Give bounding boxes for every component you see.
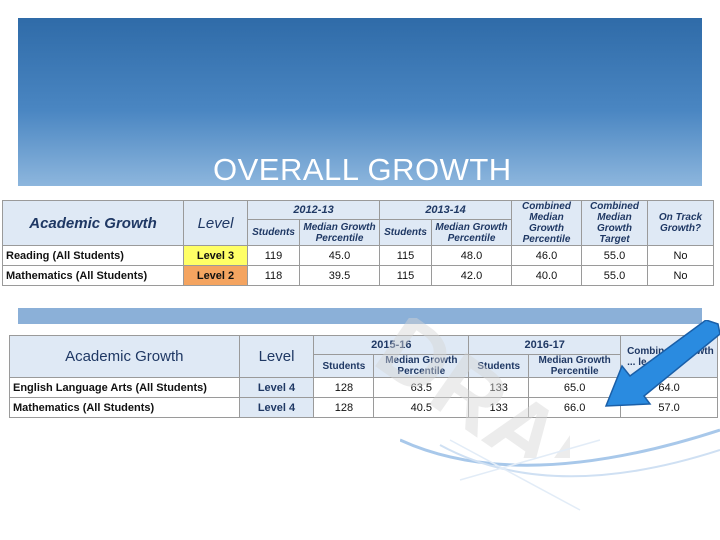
header-year-2012-13: 2012-13 xyxy=(247,200,380,220)
header-level: Level xyxy=(238,335,315,378)
header-year-2015-16: 2015-16 xyxy=(313,335,470,355)
header-students-y2: Students xyxy=(468,354,530,378)
header-mgp-y1: Median Growth Percentile xyxy=(373,354,470,378)
row-label: English Language Arts (All Students) xyxy=(9,377,240,398)
cell-mgp-y2: 48.0 xyxy=(431,245,512,266)
header-students-y1: Students xyxy=(247,219,300,246)
growth-table-2012-2014: Academic Growth Level 2012-13 2013-14 Co… xyxy=(2,200,714,286)
header-mgp-y2: Median Growth Percentile xyxy=(528,354,622,378)
cell-students-y2: 115 xyxy=(379,265,432,286)
cell-students-y1: 118 xyxy=(247,265,300,286)
slide-title: OVERALL GROWTH xyxy=(213,152,512,187)
row-label: Reading (All Students) xyxy=(2,245,184,266)
cell-combined-target: 55.0 xyxy=(581,265,648,286)
level-badge: Level 4 xyxy=(238,377,315,398)
level-badge: Level 4 xyxy=(238,397,315,418)
slide-header-band: OVERALL GROWTH xyxy=(18,18,702,187)
cell-mgp-y1: 63.5 xyxy=(373,377,470,398)
table-row: Reading (All Students) Level 3 119 45.0 … xyxy=(2,245,714,266)
divider-band xyxy=(18,308,702,324)
row-label: Mathematics (All Students) xyxy=(9,397,240,418)
cell-mgp-y1: 39.5 xyxy=(299,265,380,286)
cell-students-y2: 133 xyxy=(468,377,530,398)
header-on-track: On Track Growth? xyxy=(647,200,714,246)
cell-on-track: No xyxy=(647,265,714,286)
header-academic-growth: Academic Growth xyxy=(9,335,240,378)
header-mgp-y2: Median Growth Percentile xyxy=(431,219,512,246)
header-students-y1: Students xyxy=(313,354,375,378)
cell-combined-mgp: 40.0 xyxy=(511,265,582,286)
table-row: Mathematics (All Students) Level 2 118 3… xyxy=(2,265,714,286)
table-row: English Language Arts (All Students) Lev… xyxy=(9,377,718,398)
header-level: Level xyxy=(183,200,248,246)
cell-mgp-y2: 42.0 xyxy=(431,265,512,286)
cell-mgp-y1: 45.0 xyxy=(299,245,380,266)
cell-mgp-y2: 66.0 xyxy=(528,397,622,418)
table-row: Mathematics (All Students) Level 4 128 4… xyxy=(9,397,718,418)
swoosh-graphic xyxy=(400,428,720,511)
cell-students-y1: 119 xyxy=(247,245,300,266)
level-badge: Level 3 xyxy=(183,245,248,266)
header-mgp-y1: Median Growth Percentile xyxy=(299,219,380,246)
cell-students-y1: 128 xyxy=(313,397,375,418)
header-year-2016-17: 2016-17 xyxy=(468,335,622,355)
cell-students-y1: 128 xyxy=(313,377,375,398)
cell-combined-mgp: 46.0 xyxy=(511,245,582,266)
cell-on-track: No xyxy=(647,245,714,266)
header-year-2013-14: 2013-14 xyxy=(379,200,512,220)
level-badge: Level 2 xyxy=(183,265,248,286)
cell-mgp-y1: 40.5 xyxy=(373,397,470,418)
header-academic-growth: Academic Growth xyxy=(2,200,184,246)
header-combined-target: Combined Median Growth Target xyxy=(581,200,648,246)
row-label: Mathematics (All Students) xyxy=(2,265,184,286)
cell-combined-target: 55.0 xyxy=(581,245,648,266)
arrow-icon xyxy=(604,320,720,407)
header-students-y2: Students xyxy=(379,219,432,246)
header-combined-mgp: Combined Median Growth Percentile xyxy=(511,200,582,246)
cell-students-y2: 133 xyxy=(468,397,530,418)
cell-students-y2: 115 xyxy=(379,245,432,266)
